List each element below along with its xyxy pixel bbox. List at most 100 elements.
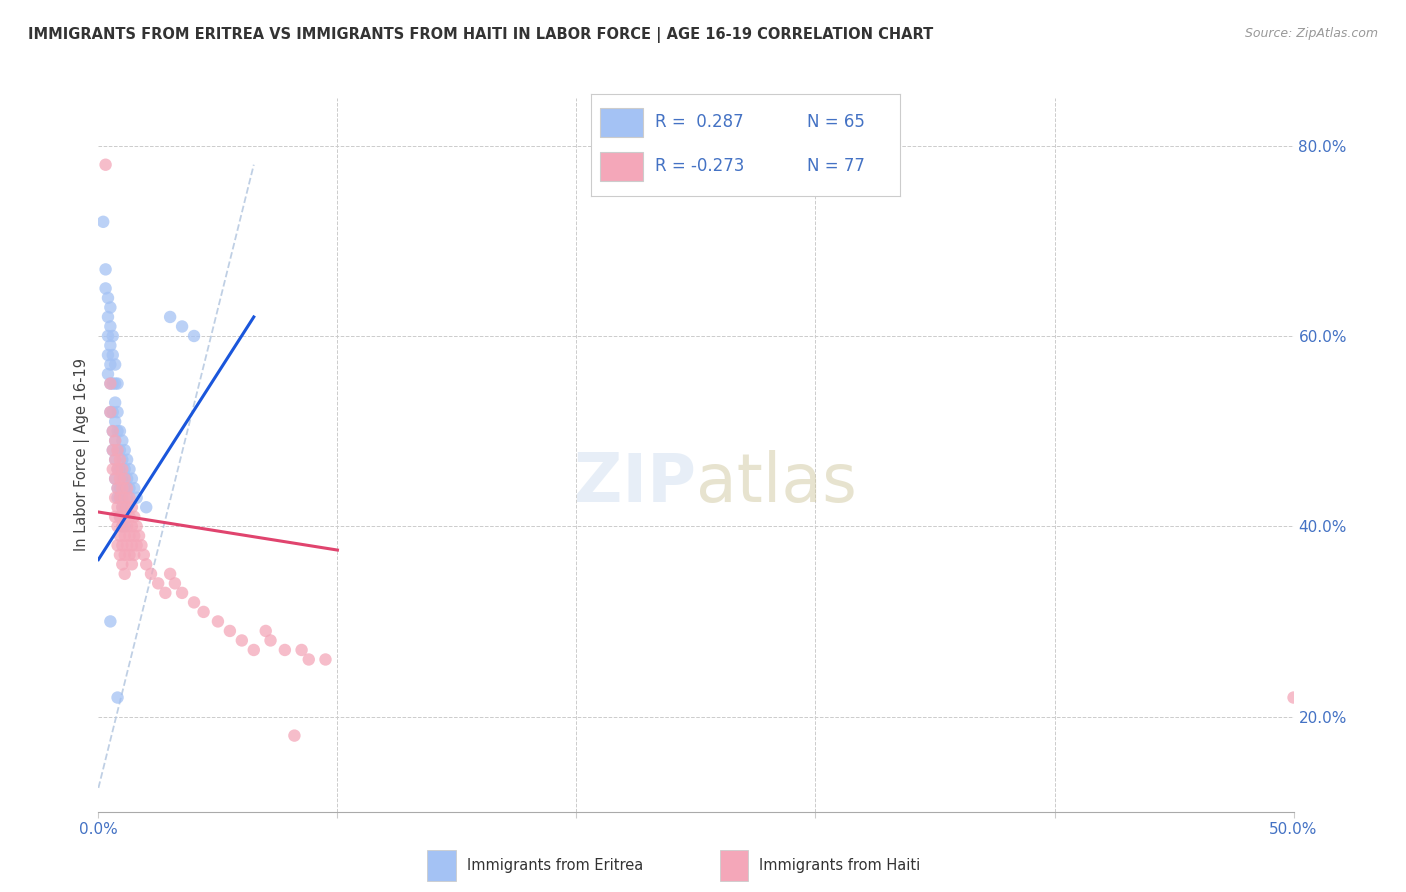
Point [98,301,122,315]
Point [231,633,253,648]
Point [94,262,117,277]
Point [1282,690,1305,705]
Point [98,338,122,352]
Point [111,434,134,448]
Point [315,652,337,666]
Point [163,576,186,591]
Point [118,529,141,543]
Point [101,376,124,391]
Point [124,529,146,543]
Point [108,443,131,458]
Point [104,472,127,486]
Point [111,500,134,515]
Point [108,491,131,505]
Text: Immigrants from Haiti: Immigrants from Haiti [759,858,921,872]
Point [108,462,131,476]
Point [115,472,138,486]
Point [107,405,129,419]
Point [101,424,124,438]
Point [111,491,134,505]
Point [104,358,127,372]
Point [115,519,138,533]
Point [107,443,129,458]
Point [207,615,229,629]
Point [114,491,136,505]
Text: ZIP: ZIP [574,450,696,516]
Point [114,462,136,476]
Point [98,615,122,629]
Point [98,358,122,372]
Point [193,605,215,619]
Point [101,329,124,343]
Point [125,519,148,533]
Point [118,509,141,524]
Text: Source: ZipAtlas.com: Source: ZipAtlas.com [1244,27,1378,40]
Point [101,348,124,362]
Point [114,548,136,562]
Point [132,548,155,562]
Y-axis label: In Labor Force | Age 16-19: In Labor Force | Age 16-19 [75,359,90,551]
Point [98,376,122,391]
Point [104,415,127,429]
Point [283,729,305,743]
Point [139,566,162,581]
Point [104,376,127,391]
Point [107,462,129,476]
Point [101,424,124,438]
Point [128,529,150,543]
Point [107,491,129,505]
Point [121,538,143,552]
Point [219,624,242,638]
Point [107,690,129,705]
Point [155,586,177,600]
Point [91,215,114,229]
Point [183,329,205,343]
Point [97,291,120,305]
Point [118,548,141,562]
Point [131,538,153,552]
Text: Immigrants from Eritrea: Immigrants from Eritrea [467,858,643,872]
Point [111,558,134,572]
Point [114,509,136,524]
Point [159,310,181,324]
Point [114,529,136,543]
Point [148,576,170,591]
Point [172,586,194,600]
Point [107,481,129,495]
Text: R =  0.287: R = 0.287 [655,113,744,131]
Point [115,452,138,467]
Point [108,424,131,438]
Point [101,405,124,419]
Point [111,452,134,467]
Point [104,395,127,409]
Point [111,481,134,495]
Point [274,643,297,657]
Point [101,443,124,458]
Point [114,500,136,515]
Point [104,434,127,448]
Point [298,652,321,666]
Point [135,500,157,515]
Point [108,529,131,543]
Point [172,319,194,334]
Point [101,443,124,458]
Point [111,538,134,552]
Point [107,500,129,515]
Point [107,462,129,476]
Point [111,519,134,533]
Point [94,158,117,172]
Point [108,509,131,524]
Point [107,538,129,552]
Point [108,491,131,505]
Point [107,519,129,533]
Point [108,548,131,562]
Point [97,329,120,343]
Point [114,566,136,581]
Point [125,538,148,552]
Point [111,519,134,533]
Point [118,491,141,505]
Point [124,509,146,524]
Point [115,500,138,515]
Point [124,481,146,495]
Point [259,633,281,648]
